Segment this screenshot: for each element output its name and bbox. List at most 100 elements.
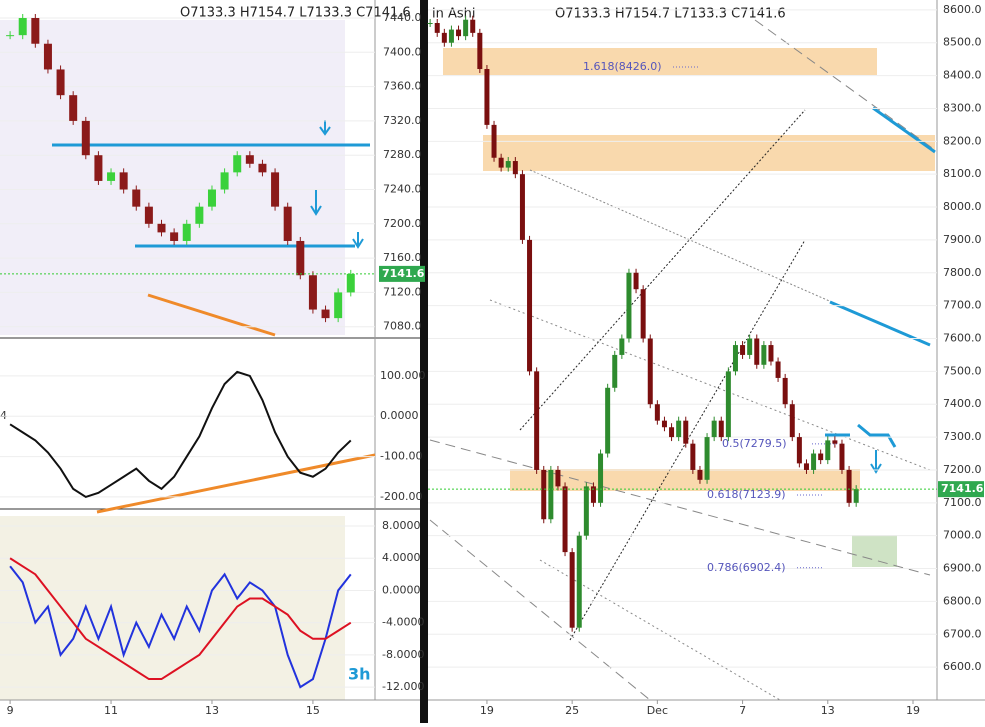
y-tick-label: 8600.0 — [943, 3, 982, 16]
candle — [562, 486, 568, 553]
candle — [484, 69, 490, 125]
y-tick-label: 7800.0 — [943, 266, 982, 279]
candle — [132, 189, 141, 207]
candle — [789, 404, 795, 438]
edge-label: 4 — [0, 409, 7, 422]
candle — [704, 437, 710, 480]
candle — [56, 69, 65, 96]
candle — [271, 172, 280, 207]
y-tick-label: 8100.0 — [943, 167, 982, 180]
candle — [590, 486, 596, 503]
candle — [825, 440, 831, 461]
y-tick-label: -8.0000 — [382, 648, 424, 661]
candle — [832, 440, 838, 444]
candle — [661, 420, 667, 428]
candle — [258, 163, 267, 173]
candle — [463, 19, 469, 37]
timeframe: 3h — [348, 665, 371, 684]
y-tick-label: 6900.0 — [943, 562, 982, 575]
candle — [207, 189, 216, 207]
candle — [569, 552, 575, 628]
candle — [612, 354, 618, 388]
split-bar — [420, 0, 428, 723]
x-tick-label: 19 — [480, 704, 494, 717]
y-tick-label: 7200.0 — [383, 217, 422, 230]
candle — [534, 371, 540, 470]
y-tick-label: -100.00 — [380, 450, 422, 463]
fib-label: 1.618(8426.0) — [583, 60, 662, 73]
candle — [31, 18, 40, 44]
candle — [505, 161, 511, 168]
candle — [583, 486, 589, 536]
y-tick-label: 8500.0 — [943, 36, 982, 49]
candle — [157, 223, 166, 233]
candle — [195, 206, 204, 224]
candle — [519, 174, 525, 240]
y-tick-label: 0.0000 — [380, 409, 419, 422]
y-tick-label: -12.000 — [382, 680, 424, 693]
candle — [761, 345, 767, 365]
candle — [283, 206, 292, 241]
y-tick-label: 7160.0 — [383, 251, 422, 264]
candle — [119, 172, 128, 190]
candle — [441, 32, 447, 43]
candle — [640, 289, 646, 339]
y-tick-label: 8200.0 — [943, 134, 982, 147]
candle — [456, 29, 462, 37]
candle — [711, 420, 717, 438]
y-tick-label: -4.0000 — [382, 616, 424, 629]
ohlc-header: O7133.3 H7154.7 L7133.3 C7141.6 — [180, 6, 411, 21]
y-tick-label: 100.000 — [380, 369, 426, 382]
y-tick-label: 7400.0 — [943, 397, 982, 410]
candle — [144, 206, 153, 224]
candle — [18, 18, 27, 36]
candle — [245, 155, 254, 164]
candle — [43, 43, 52, 70]
y-tick-label: 7080.0 — [383, 320, 422, 333]
candle — [220, 172, 229, 190]
x-tick-label: 25 — [565, 704, 579, 717]
x-tick-label: 19 — [906, 704, 920, 717]
candle — [94, 155, 103, 181]
x-tick-label: 13 — [821, 704, 835, 717]
osc-bg — [0, 516, 345, 700]
slow-line — [9, 557, 352, 681]
candle — [321, 309, 330, 319]
candle — [477, 32, 483, 70]
target-zone — [852, 535, 897, 567]
candle — [676, 420, 682, 438]
momentum-line — [9, 370, 352, 499]
candle — [718, 420, 724, 438]
y-tick-label: 4.0000 — [382, 551, 421, 564]
candle — [775, 361, 781, 378]
candle — [754, 338, 760, 365]
y-tick-label: 8000.0 — [943, 200, 982, 213]
candle — [796, 437, 802, 464]
fib-zone — [510, 469, 860, 491]
y-tick-label: 6700.0 — [943, 627, 982, 640]
candle — [846, 469, 852, 503]
candle — [669, 427, 675, 438]
y-tick-label: 7700.0 — [943, 299, 982, 312]
candle — [697, 469, 703, 480]
x-tick-label: Dec — [647, 704, 668, 717]
candle — [334, 292, 343, 319]
y-tick-label: 7400.0 — [383, 45, 422, 58]
y-tick-label: 7120.0 — [383, 285, 422, 298]
candle — [308, 275, 317, 310]
candle — [81, 120, 90, 156]
candle — [732, 345, 738, 372]
candle — [803, 463, 809, 470]
y-tick-label: 7900.0 — [943, 233, 982, 246]
y-tick-label: 7440.0 — [383, 11, 422, 24]
candle — [768, 345, 774, 362]
candle — [527, 239, 533, 372]
ohlc-header: O7133.3 H7154.7 L7133.3 C7141.6 — [555, 7, 786, 22]
candle — [107, 172, 116, 181]
x-tick-label: 7 — [739, 704, 746, 717]
fib-zone — [483, 135, 935, 171]
candle — [782, 377, 788, 405]
chart-style: in Ashi — [432, 7, 476, 22]
candle — [548, 469, 554, 520]
candle — [69, 95, 78, 121]
